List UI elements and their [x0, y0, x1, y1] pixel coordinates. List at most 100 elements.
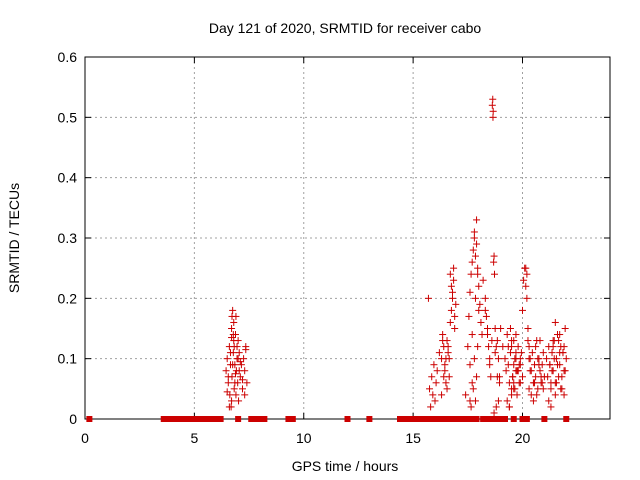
data-point — [229, 306, 237, 314]
data-point — [475, 306, 483, 314]
data-point — [477, 318, 485, 326]
data-point — [548, 367, 556, 375]
data-point — [229, 361, 237, 369]
series-zero-level — [86, 416, 570, 422]
data-point — [466, 361, 474, 369]
data-point — [227, 403, 235, 411]
data-point — [536, 337, 544, 345]
x-tick-label: 10 — [296, 430, 312, 446]
y-tick-label: 0.1 — [58, 351, 78, 367]
data-point — [548, 349, 556, 357]
data-point — [489, 95, 497, 103]
data-point — [516, 355, 524, 363]
data-point — [465, 312, 473, 320]
data-point — [535, 361, 543, 369]
data-point — [557, 385, 565, 393]
data-point — [546, 361, 554, 369]
data-point — [433, 367, 441, 375]
data-point — [493, 337, 501, 345]
data-point — [430, 361, 438, 369]
data-point — [523, 294, 531, 302]
data-point — [239, 385, 246, 393]
data-point — [229, 331, 237, 339]
data-point — [230, 343, 238, 351]
zero-point — [497, 416, 504, 422]
data-point — [447, 306, 455, 314]
x-tick-label: 20 — [515, 430, 531, 446]
data-point — [523, 270, 531, 278]
data-point — [508, 343, 516, 351]
data-point — [514, 343, 522, 351]
data-point — [487, 373, 495, 381]
data-point — [556, 331, 564, 339]
data-point — [475, 282, 483, 290]
series-srmtid — [222, 95, 570, 417]
data-point — [445, 355, 453, 363]
zero-point — [519, 416, 526, 422]
data-point — [547, 385, 555, 393]
data-point — [224, 373, 232, 381]
zero-point — [541, 416, 548, 422]
data-point — [235, 367, 243, 375]
y-tick-label: 0.6 — [58, 49, 78, 65]
data-point — [224, 379, 232, 387]
zero-point — [187, 416, 193, 422]
data-point — [496, 373, 504, 381]
data-point — [490, 252, 498, 260]
data-point — [555, 337, 563, 345]
zero-point — [484, 416, 491, 422]
data-point — [551, 391, 559, 399]
data-point — [237, 361, 245, 369]
data-point — [243, 379, 251, 387]
zero-point — [440, 416, 447, 422]
data-point — [549, 343, 557, 351]
data-point — [233, 355, 241, 363]
data-point — [474, 270, 482, 278]
data-point — [543, 355, 551, 363]
data-point — [494, 397, 502, 405]
data-point — [230, 385, 238, 393]
data-point — [438, 391, 446, 399]
zero-point — [488, 416, 495, 422]
data-point — [234, 337, 242, 345]
data-point — [486, 355, 494, 363]
data-point — [424, 294, 432, 302]
zero-point — [261, 416, 268, 422]
data-point — [441, 361, 449, 369]
data-point — [435, 349, 443, 357]
y-tick-label: 0 — [69, 411, 77, 427]
data-point — [481, 294, 489, 302]
data-point — [468, 331, 476, 339]
data-point — [496, 379, 504, 387]
data-point — [490, 258, 498, 266]
zero-point — [563, 416, 570, 422]
x-tick-label: 0 — [81, 430, 89, 446]
data-point — [533, 391, 541, 399]
data-point — [561, 325, 569, 332]
data-point — [449, 294, 456, 302]
data-point — [550, 355, 558, 363]
data-point — [464, 343, 472, 351]
data-point — [467, 403, 475, 411]
data-point — [503, 331, 511, 339]
data-point — [537, 373, 545, 381]
data-point — [506, 325, 514, 332]
data-point — [544, 373, 552, 381]
data-point — [491, 270, 498, 278]
data-point — [474, 343, 482, 351]
data-point — [431, 397, 439, 405]
data-point — [470, 228, 478, 236]
data-point — [481, 306, 489, 314]
data-point — [534, 355, 542, 363]
data-point — [226, 349, 234, 357]
zero-point — [502, 416, 508, 422]
data-point — [444, 349, 452, 357]
data-point — [451, 325, 459, 332]
data-point — [529, 397, 537, 405]
zero-point — [523, 416, 530, 422]
data-point — [426, 385, 434, 393]
zero-point — [445, 416, 452, 422]
data-point — [560, 391, 568, 399]
data-point — [552, 379, 560, 387]
